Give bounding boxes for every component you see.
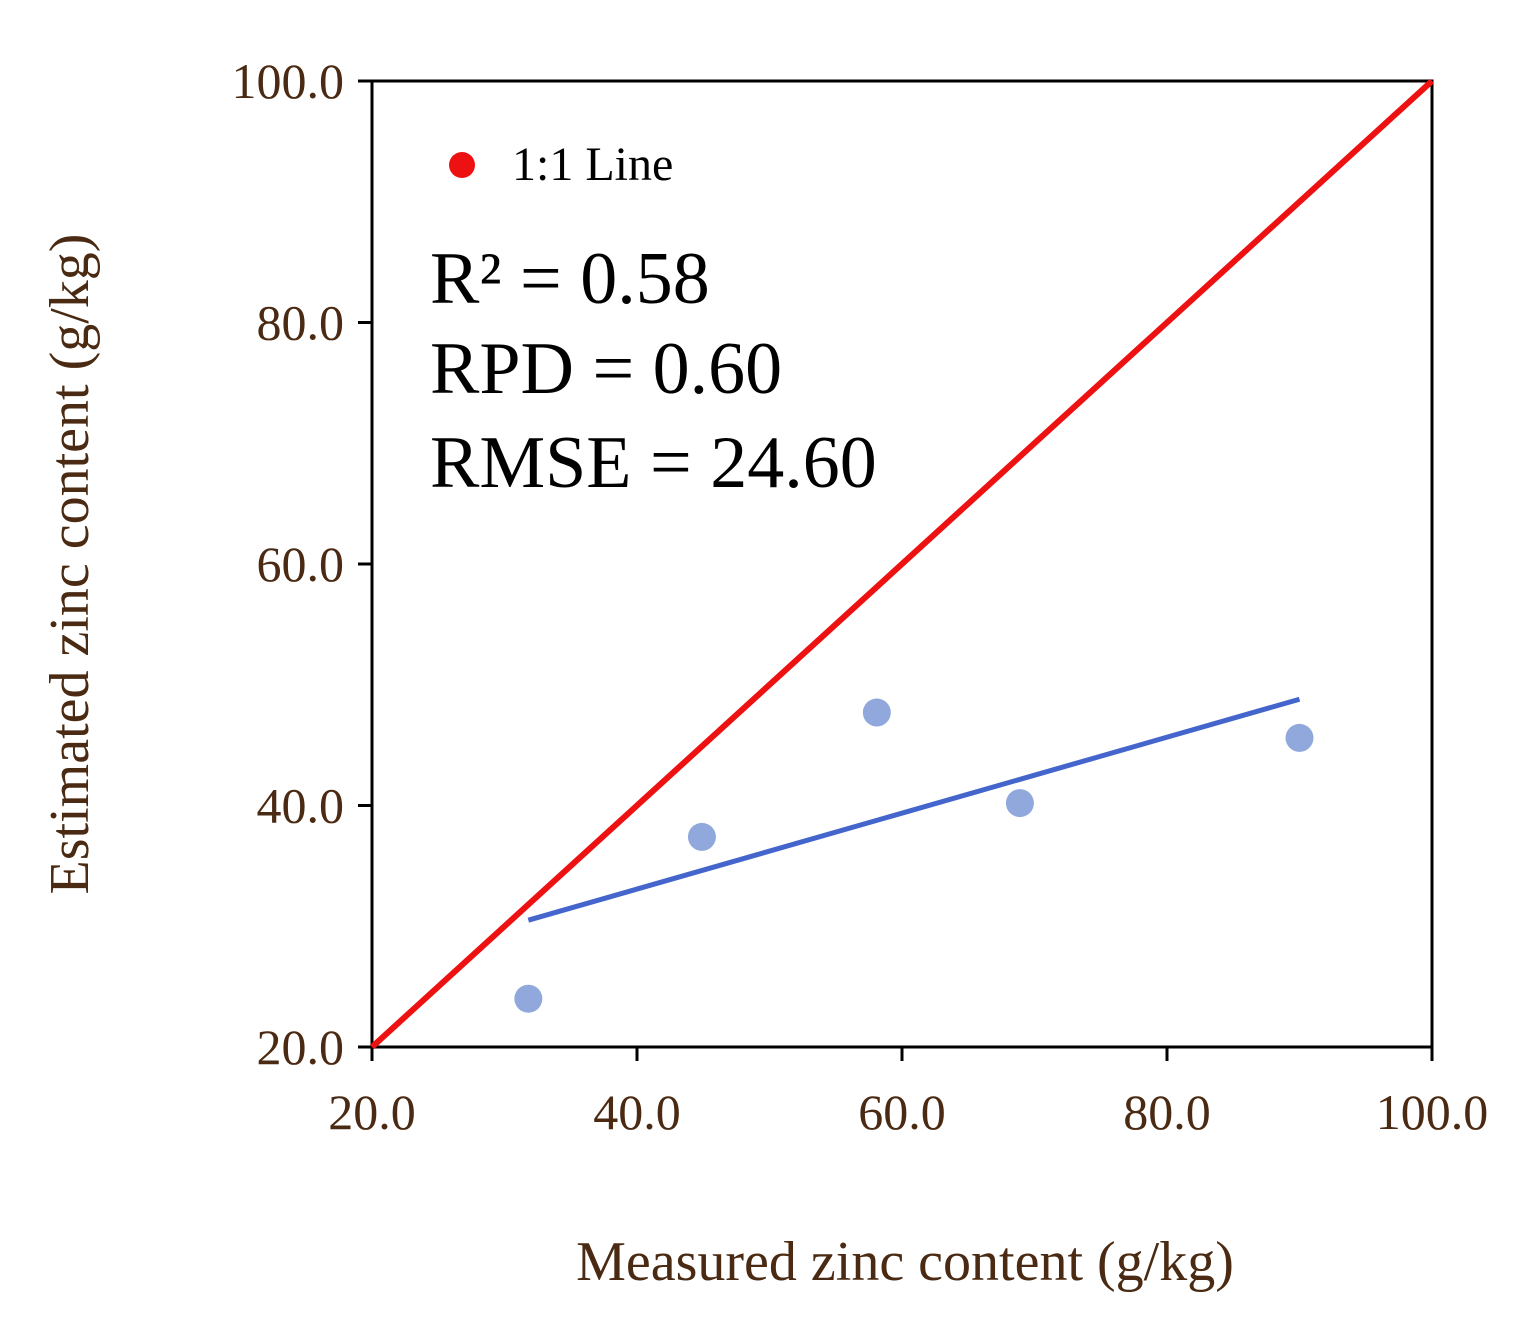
rpd-annotation: RPD = 0.60 [430,328,782,410]
data-point [1005,789,1034,818]
x-tick-label: 20.0 [328,1084,416,1140]
x-tick-label: 80.0 [1123,1084,1211,1140]
rmse-annotation: RMSE = 24.60 [430,422,877,504]
x-tick-label: 40.0 [593,1084,681,1140]
y-axis-title: Estimated zinc content (g/kg) [39,234,101,895]
one-to-one-line [369,78,1435,1050]
x-axis-title: Measured zinc content (g/kg) [576,1231,1234,1293]
x-tick-label: 60.0 [858,1084,946,1140]
legend-label-1-1-line: 1:1 Line [512,138,673,191]
data-point [687,822,716,851]
x-tick-label: 100.0 [1376,1084,1489,1140]
y-tick-label: 80.0 [257,295,345,351]
data-point [862,698,891,727]
trend-line [527,696,1301,923]
data-point [514,984,543,1013]
data-point [1285,723,1314,752]
lines-layer [369,78,1435,1050]
r-squared-annotation: R² = 0.58 [430,238,710,320]
y-tick-label: 20.0 [257,1019,345,1075]
points-layer [514,698,1314,1013]
y-axis-ticks: 20.0 40.0 60.0 80.0 100.0 [232,53,372,1075]
y-tick-label: 100.0 [232,53,345,109]
x-axis-ticks: 20.0 40.0 60.0 80.0 100.0 [328,1047,1488,1140]
y-tick-label: 60.0 [257,536,345,592]
legend-marker-1-1-line [449,152,475,178]
legend: 1:1 Line [449,138,673,191]
y-tick-label: 40.0 [257,778,345,834]
